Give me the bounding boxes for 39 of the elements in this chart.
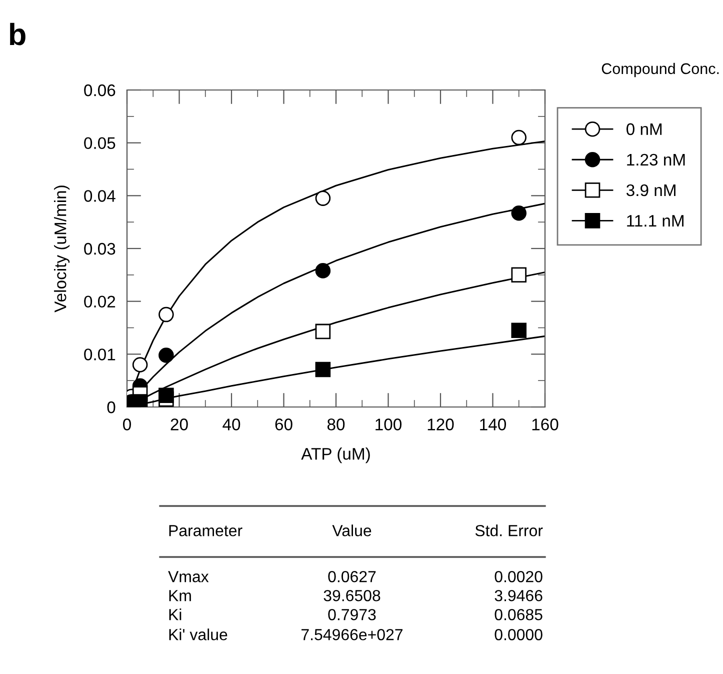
y-axis-title: Velocity (uM/min) <box>54 186 70 312</box>
x-tick-label: 20 <box>170 418 188 430</box>
text: Parameter <box>169 525 242 536</box>
x-axis-title: ATP (uM) <box>301 448 370 464</box>
y-tick-label: 0 <box>107 401 116 414</box>
text: Std. Error <box>475 524 543 536</box>
x-tick-label: 80 <box>327 418 345 430</box>
y-tick-label: 0.06 <box>84 84 116 96</box>
text: 3.9466 <box>494 590 542 602</box>
chart-title: b <box>10 22 26 46</box>
text: 0.7973 <box>328 608 376 620</box>
y-tick-label: 0.05 <box>84 137 116 150</box>
legend-title: Compound Conc. <box>602 62 719 78</box>
legend-label: 11.1 nM <box>627 215 684 227</box>
text: 0.0000 <box>494 628 542 640</box>
y-tick-label: 0.03 <box>84 242 116 255</box>
y-tick-label: 0.02 <box>84 296 116 308</box>
text: 39.6508 <box>324 590 380 602</box>
x-tick-label: 40 <box>222 418 240 430</box>
legend-label: 1.23 nM <box>627 154 685 166</box>
text: 7.54966e+027 <box>302 628 402 640</box>
legend-label: 0 nM <box>626 123 662 136</box>
text: Value <box>332 524 372 536</box>
x-tick-label: 0 <box>123 418 131 430</box>
x-tick-label: 100 <box>376 418 402 430</box>
x-tick-label: 120 <box>428 418 454 430</box>
text: Vmax <box>168 571 209 582</box>
x-tick-label: 160 <box>532 418 558 430</box>
y-tick-label: 0.04 <box>84 190 116 202</box>
text: Ki' value <box>169 628 228 640</box>
text: 0.0627 <box>328 570 376 582</box>
legend-label: 3.9 nM <box>626 184 676 196</box>
x-tick-label: 140 <box>480 418 506 430</box>
y-tick-label: 0.01 <box>84 348 116 360</box>
x-tick-label: 60 <box>275 418 292 430</box>
text: 0.0020 <box>494 570 542 582</box>
text: Ki <box>169 608 182 620</box>
text: 0.0685 <box>494 608 542 620</box>
text: Km <box>169 590 191 602</box>
